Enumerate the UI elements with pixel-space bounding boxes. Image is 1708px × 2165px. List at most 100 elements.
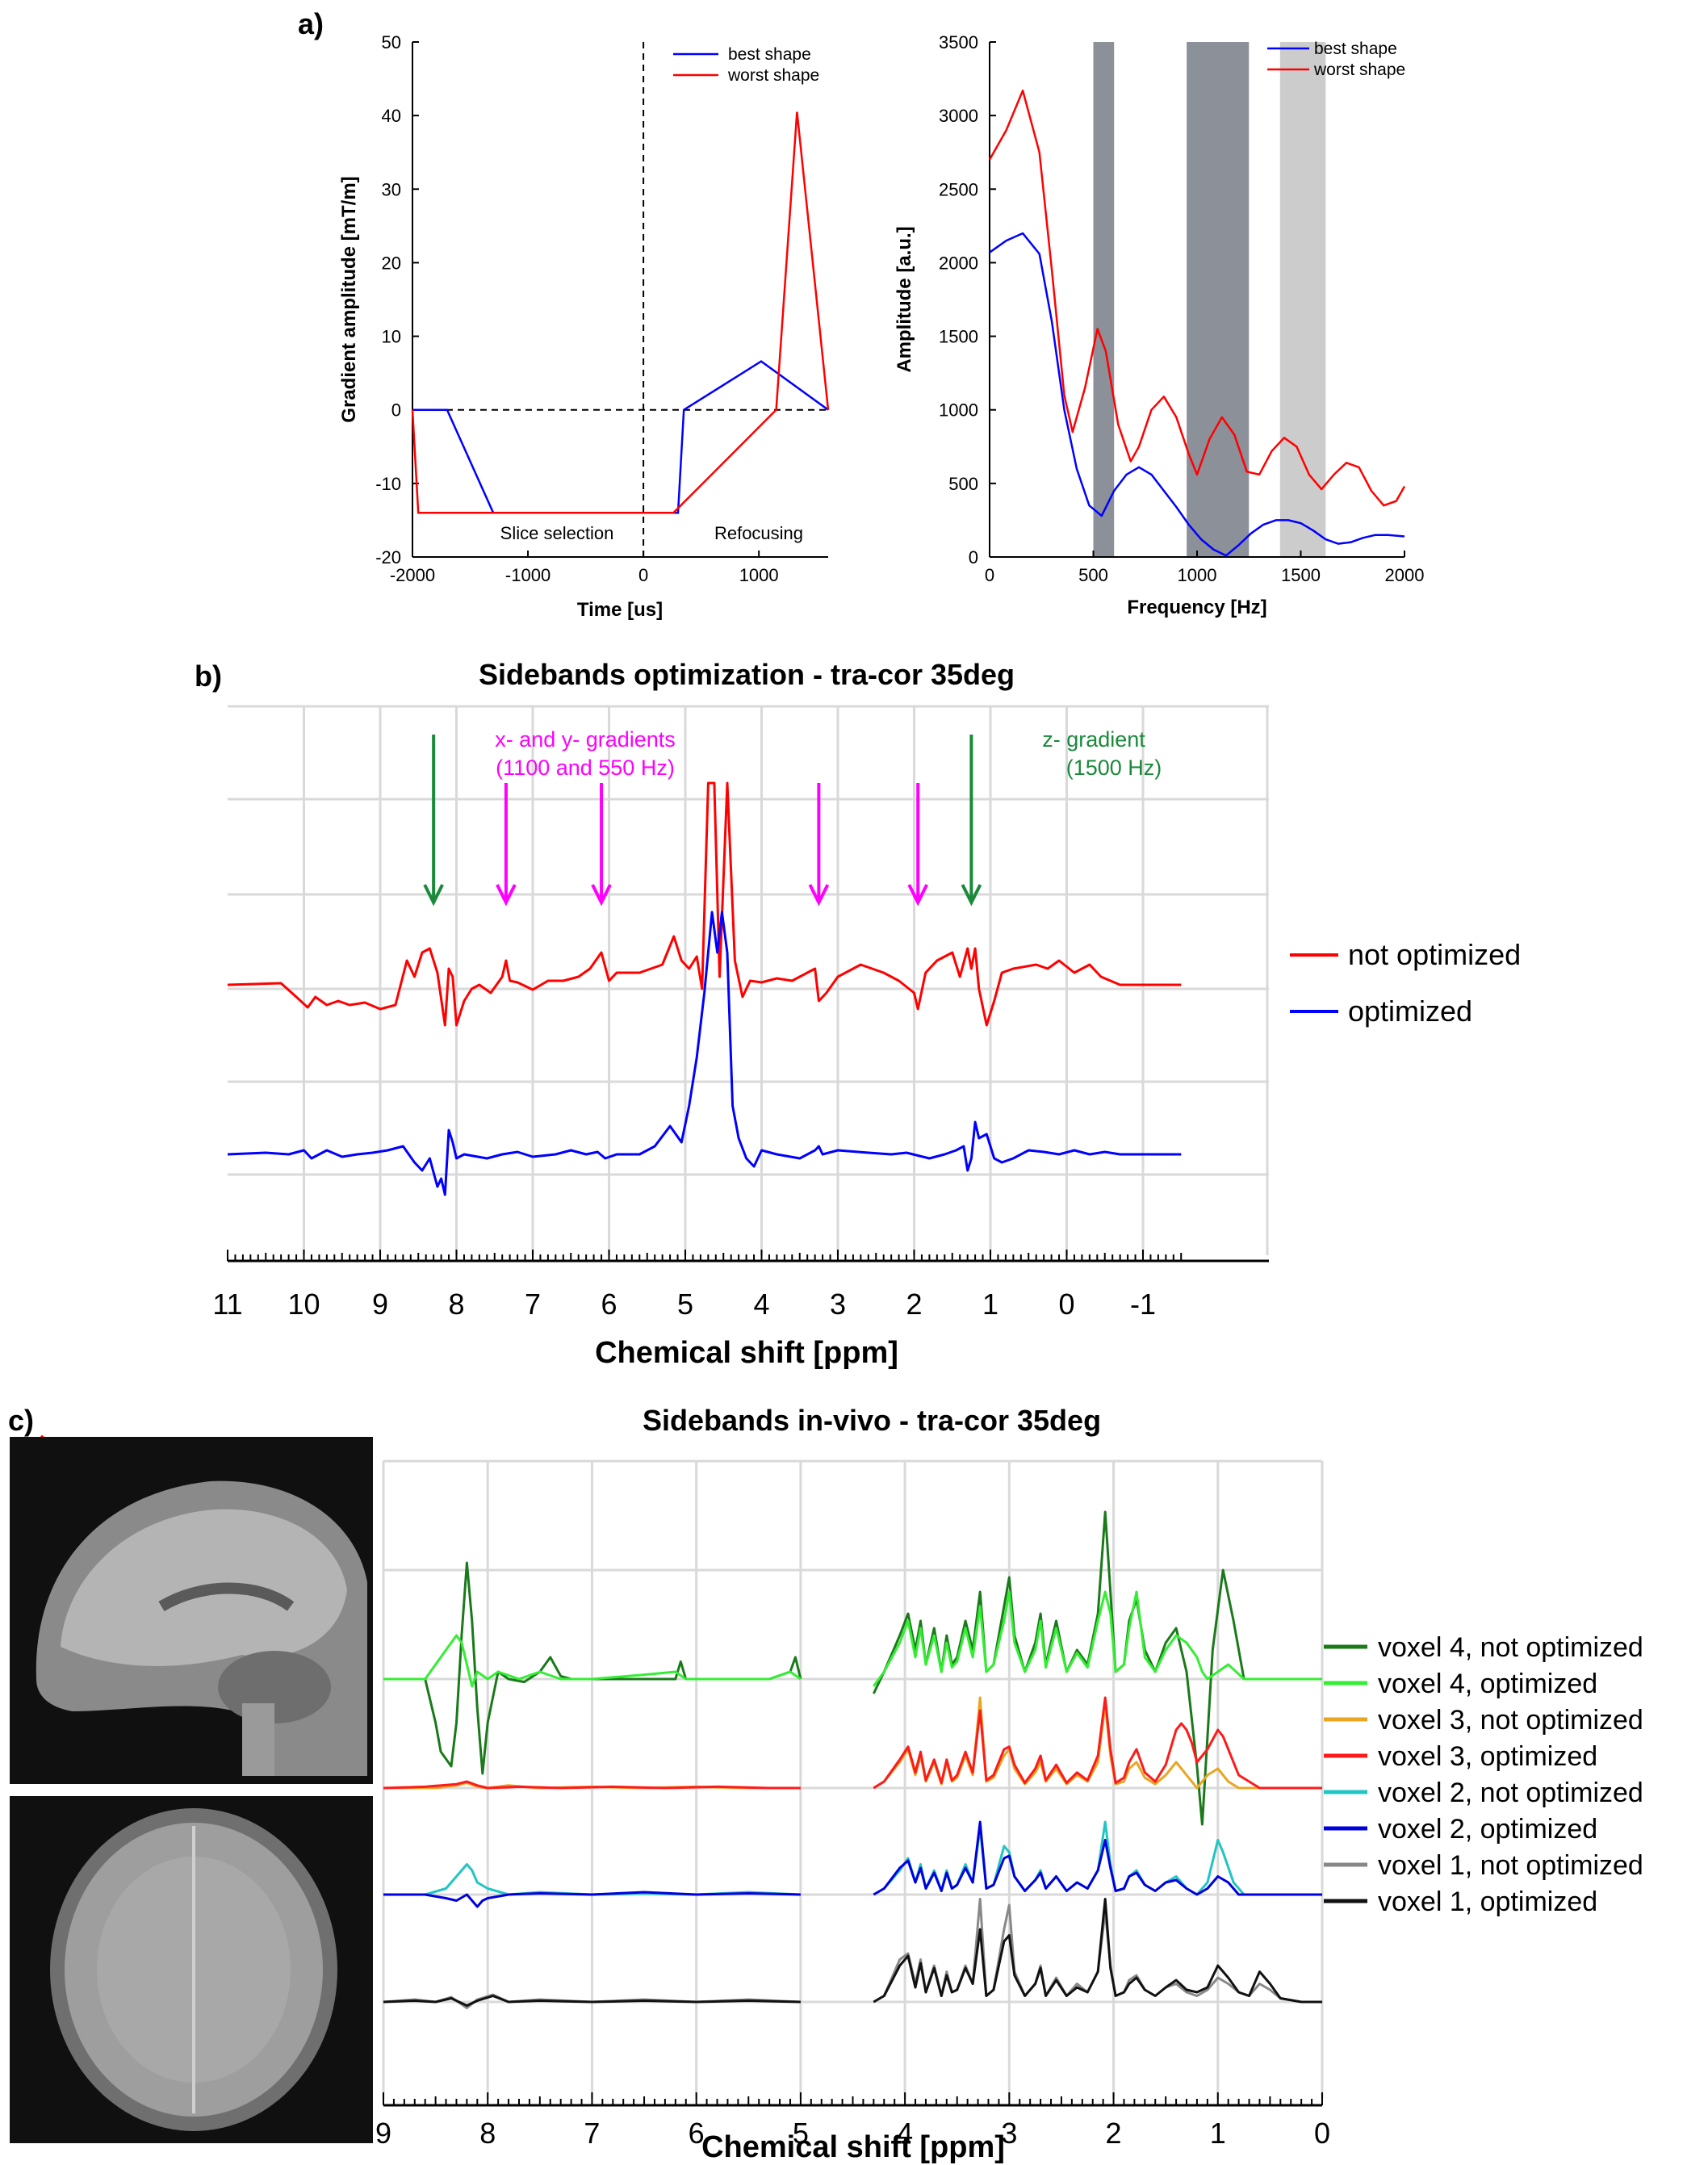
sidebands-annotation-xy: x- and y- gradients bbox=[495, 727, 676, 752]
spectrum-y-tick-label: 3000 bbox=[939, 106, 978, 126]
spectrum-y-tick-label: 1000 bbox=[939, 400, 978, 421]
gradient-annotation-slice: Slice selection bbox=[500, 523, 614, 543]
invivo-legend-label: voxel 2, optimized bbox=[1378, 1814, 1597, 1845]
gradient-series-line bbox=[411, 111, 830, 514]
spectrum-x-tick-label: 1500 bbox=[1281, 565, 1321, 585]
gradient-y-tick-label: 10 bbox=[382, 327, 401, 347]
invivo-series-line bbox=[873, 1898, 1322, 2004]
gradient-series-line bbox=[412, 360, 829, 514]
sidebands-arrow-head bbox=[961, 884, 982, 907]
sagittal-mri-image bbox=[10, 1437, 373, 1784]
spectrum-x-tick-label: 500 bbox=[1078, 565, 1108, 585]
sidebands-arrow-head bbox=[808, 884, 830, 907]
spectrum-y-tick-label: 3500 bbox=[939, 32, 978, 52]
sidebands-x-tick-label: 2 bbox=[906, 1288, 922, 1321]
invivo-legend-label: voxel 2, not optimized bbox=[1378, 1778, 1643, 1808]
sidebands-arrow-head bbox=[496, 884, 517, 907]
spectrum-band bbox=[1279, 42, 1326, 557]
spectrum-legend-label: worst shape bbox=[1313, 61, 1405, 79]
sidebands-arrow-head bbox=[907, 884, 928, 907]
invivo-x-label: Chemical shift [ppm] bbox=[701, 2130, 1005, 2164]
sidebands-x-tick-label: -1 bbox=[1130, 1288, 1156, 1321]
gradient-y-tick-label: -10 bbox=[375, 474, 401, 494]
sidebands-x-tick-label: 10 bbox=[287, 1288, 320, 1321]
invivo-x-tick-label: 1 bbox=[1210, 2117, 1226, 2150]
sidebands-x-label: Chemical shift [ppm] bbox=[595, 1336, 898, 1370]
spectrum-series-line bbox=[988, 89, 1406, 507]
sidebands-x-tick-label: 8 bbox=[448, 1288, 464, 1321]
invivo-x-tick-label: 3 bbox=[1001, 2117, 1017, 2150]
invivo-title: Sidebands in-vivo - tra-cor 35deg bbox=[643, 1404, 1101, 1437]
spectrum-x-tick-label: 0 bbox=[985, 565, 994, 585]
gradient-annotation-refocusing: Refocusing bbox=[714, 523, 803, 543]
sidebands-legend-label: not optimized bbox=[1348, 938, 1521, 971]
gradient-x-tick-label: 1000 bbox=[739, 565, 779, 585]
axial-mri-image bbox=[10, 1796, 373, 2143]
spectrum-y-tick-label: 1500 bbox=[939, 327, 978, 347]
spectrum-band bbox=[1187, 42, 1250, 557]
invivo-series-line bbox=[873, 1898, 1322, 2004]
gradient-x-tick-label: 0 bbox=[638, 565, 648, 585]
invivo-x-tick-label: 5 bbox=[793, 2117, 809, 2150]
spectrum-y-tick-label: 0 bbox=[969, 547, 978, 567]
sidebands-x-tick-label: 3 bbox=[830, 1288, 846, 1321]
spectrum-x-tick-label: 1000 bbox=[1178, 565, 1217, 585]
invivo-series-line bbox=[383, 1995, 801, 2007]
sidebands-x-tick-label: 5 bbox=[677, 1288, 693, 1321]
invivo-legend-label: voxel 1, not optimized bbox=[1378, 1850, 1643, 1881]
invivo-series-line bbox=[873, 1590, 1322, 1687]
invivo-series-line bbox=[383, 1891, 801, 1908]
panel-label-a: a) bbox=[298, 7, 324, 40]
gradient-legend-label: worst shape bbox=[727, 66, 819, 85]
invivo-x-tick-label: 6 bbox=[689, 2117, 705, 2150]
gradient-y-tick-label: 40 bbox=[382, 106, 401, 126]
spectrum-y-tick-label: 2500 bbox=[939, 179, 978, 199]
sidebands-x-tick-label: 9 bbox=[372, 1288, 388, 1321]
sidebands-arrow-head bbox=[423, 884, 444, 907]
invivo-series-line bbox=[383, 1634, 802, 1688]
invivo-x-tick-label: 8 bbox=[479, 2117, 496, 2150]
gradient-y-label: Gradient amplitude [mT/m] bbox=[338, 176, 360, 422]
gradient-y-tick-label: 0 bbox=[391, 400, 401, 421]
invivo-series-line bbox=[383, 1780, 801, 1790]
sidebands-x-tick-label: 11 bbox=[212, 1288, 242, 1321]
invivo-legend-label: voxel 3, not optimized bbox=[1378, 1705, 1643, 1736]
sidebands-title: Sidebands optimization - tra-cor 35deg bbox=[479, 658, 1015, 691]
sidebands-x-tick-label: 4 bbox=[753, 1288, 769, 1321]
invivo-x-tick-label: 2 bbox=[1106, 2117, 1122, 2150]
gradient-x-tick-label: -2000 bbox=[390, 565, 435, 585]
spectrum-x-tick-label: 2000 bbox=[1385, 565, 1425, 585]
sidebands-arrow-head bbox=[591, 884, 612, 907]
invivo-legend-label: voxel 4, not optimized bbox=[1378, 1632, 1643, 1663]
spectrum-y-tick-label: 500 bbox=[948, 474, 978, 494]
sidebands-series-line bbox=[227, 781, 1182, 1027]
sidebands-x-tick-label: 7 bbox=[525, 1288, 541, 1321]
spectrum-band bbox=[1093, 42, 1115, 557]
spectrum-y-tick-label: 2000 bbox=[939, 253, 978, 273]
gradient-x-label: Time [us] bbox=[577, 599, 663, 621]
spectrum-x-label: Frequency [Hz] bbox=[1127, 597, 1266, 618]
sidebands-annotation-z: z- gradient bbox=[1042, 727, 1145, 752]
sidebands-legend-label: optimized bbox=[1348, 995, 1472, 1028]
sidebands-x-tick-label: 6 bbox=[601, 1288, 617, 1321]
invivo-series-line bbox=[873, 1696, 1322, 1790]
gradient-x-tick-label: -1000 bbox=[505, 565, 550, 585]
invivo-x-tick-label: 7 bbox=[584, 2117, 600, 2150]
sidebands-annotation-xy-freq: (1100 and 550 Hz) bbox=[496, 756, 675, 780]
gradient-y-tick-label: 20 bbox=[382, 253, 401, 273]
invivo-x-tick-label: 9 bbox=[375, 2117, 391, 2150]
gradient-y-tick-label: -20 bbox=[375, 547, 401, 567]
gradient-y-tick-label: 50 bbox=[382, 32, 401, 52]
invivo-series-line bbox=[873, 1820, 1322, 1896]
invivo-series-line bbox=[873, 1820, 1322, 1896]
invivo-legend-label: voxel 3, optimized bbox=[1378, 1741, 1597, 1772]
invivo-legend-label: voxel 1, optimized bbox=[1378, 1887, 1597, 1917]
sidebands-series-line bbox=[227, 911, 1182, 1196]
spectrum-y-label: Amplitude [a.u.] bbox=[894, 226, 915, 372]
invivo-x-tick-label: 4 bbox=[897, 2117, 913, 2150]
spectrum-series-line bbox=[989, 232, 1405, 557]
sidebands-x-tick-label: 0 bbox=[1058, 1288, 1074, 1321]
invivo-series-line bbox=[873, 1696, 1322, 1790]
panel-label-c: c) bbox=[8, 1404, 34, 1437]
